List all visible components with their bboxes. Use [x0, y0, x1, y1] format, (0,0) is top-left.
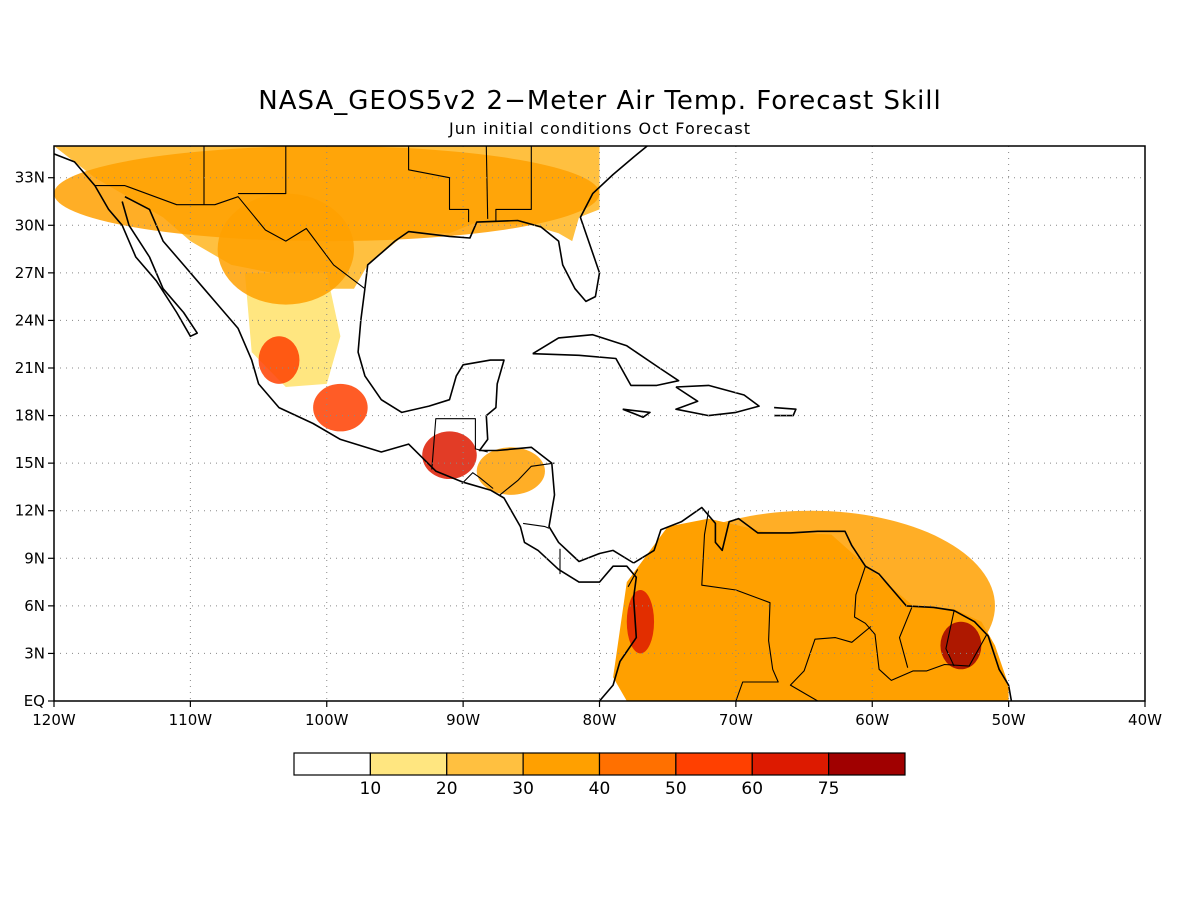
chart-subtitle: Jun initial conditions Oct Forecast [448, 119, 752, 138]
colorbar-label: 20 [436, 779, 458, 799]
lon-tick-label: 120W [32, 711, 76, 729]
border-path [789, 626, 872, 701]
lon-tick-label: 80W [583, 711, 617, 729]
lat-tick-label: 15N [15, 454, 45, 472]
border-path [853, 566, 988, 681]
border-path [431, 418, 488, 470]
colorbar-swatch [446, 752, 524, 776]
coastline-path [54, 153, 198, 338]
axes: 120W 110W 100W 90W 80W 70W 60W 50W 40W EQ 3N 6N 9N 12… [15, 169, 1162, 729]
skill-region-western-Mexico [258, 336, 300, 384]
lon-tick-label: 70W [719, 711, 753, 729]
border-path [94, 185, 366, 290]
coastlines [54, 146, 1013, 701]
border-path [701, 510, 779, 701]
colorbar-label: 10 [360, 779, 382, 799]
border-path [898, 607, 913, 668]
colorbar-swatch [675, 752, 753, 776]
lon-tick-label: 110W [169, 711, 213, 729]
coastline-path [675, 384, 760, 417]
colorbar-label: 60 [741, 779, 763, 799]
skill-region-western-Colombia [626, 590, 655, 654]
lon-tick-label: 50W [992, 711, 1026, 729]
border-path [499, 462, 555, 496]
coastline-path [633, 506, 1013, 701]
border-path [495, 146, 532, 221]
lat-tick-label: 24N [15, 311, 45, 329]
gridlines [54, 146, 1145, 701]
lat-tick-label: 3N [24, 644, 45, 662]
border-path [461, 472, 494, 489]
border-path [945, 610, 955, 667]
colorbar-swatch [369, 752, 448, 776]
skill-region-central-Mexico [313, 383, 368, 432]
lon-tick-label: 60W [855, 711, 889, 729]
colorbar-label: 30 [512, 779, 534, 799]
border-path [408, 146, 470, 223]
colorbar-label: 40 [589, 779, 611, 799]
skill-region-southern-US [54, 146, 600, 242]
border-path [238, 146, 287, 195]
skill-region-northern-Mexico [217, 193, 355, 305]
lat-tick-label: 21N [15, 359, 45, 377]
colorbar-swatch [293, 752, 371, 776]
lon-tick-label: 100W [305, 711, 349, 729]
colorbar-swatch [598, 752, 677, 776]
border-path [627, 569, 639, 588]
colorbar-swatch [751, 752, 830, 776]
skill-shading [54, 146, 1009, 701]
border-path [523, 522, 550, 529]
border-path [485, 146, 489, 219]
coastline-path [357, 288, 635, 564]
skill-region-French-Guiana [940, 621, 982, 670]
coastline-path [774, 406, 797, 417]
chart-title: NASA_GEOS5v2 2−Meter Air Temp. Forecast … [258, 86, 942, 116]
colorbar: 10 20 30 40 50 60 75 [293, 752, 906, 799]
lat-tick-label: 33N [15, 169, 45, 187]
lat-tick-label: 6N [24, 597, 45, 615]
lat-tick-label: 9N [24, 549, 45, 567]
skill-region-Guatemala [422, 431, 477, 480]
lat-tick-label: 18N [15, 407, 45, 425]
coastline-path [532, 333, 680, 387]
colorbar-swatch [828, 752, 906, 776]
lat-tick-label: EQ [24, 692, 45, 710]
colorbar-swatch [522, 752, 601, 776]
colorbar-label: 75 [818, 779, 840, 799]
coastline-path [364, 146, 648, 303]
skill-region-Honduras [476, 447, 545, 495]
lon-tick-label: 40W [1128, 711, 1162, 729]
coastline-path [622, 408, 651, 419]
lat-tick-label: 12N [15, 502, 45, 520]
lon-tick-label: 90W [446, 711, 480, 729]
lat-tick-label: 30N [15, 216, 45, 234]
lat-tick-label: 27N [15, 264, 45, 282]
coastline-path [124, 195, 638, 701]
colorbar-label: 50 [665, 779, 687, 799]
